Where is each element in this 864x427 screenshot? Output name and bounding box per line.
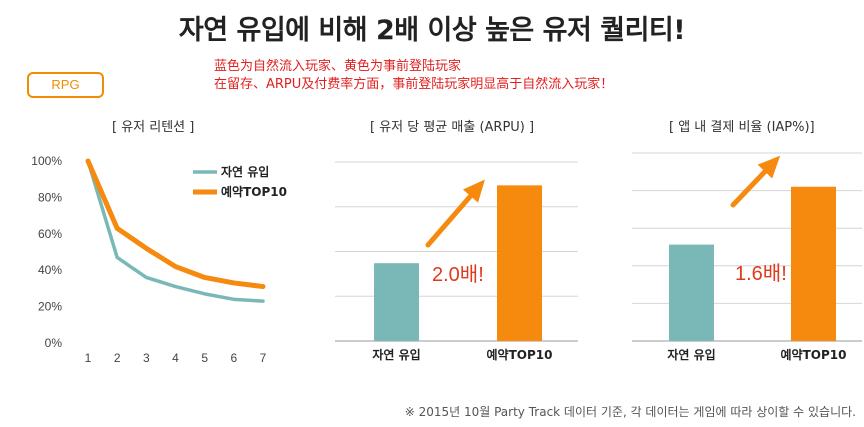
y-tick-label: 40%: [38, 263, 62, 277]
note-line-2: 在留存、ARPU及付费率方面，事前登陆玩家明显高于自然流入玩家！: [214, 77, 614, 92]
x-tick-label: 7: [260, 351, 267, 365]
footnote: ※ 2015년 10월 Party Track 데이터 기준, 각 데이터는 게…: [404, 405, 856, 419]
genre-badge: RPG: [27, 72, 104, 98]
y-tick-label: 60%: [38, 227, 62, 241]
y-tick-label: 0%: [45, 336, 63, 350]
y-tick-label: 80%: [38, 190, 62, 204]
category-label: 자연 유입: [667, 347, 715, 362]
iap-chart-title: [ 앱 내 결제 비율 (IAP%)]: [669, 120, 815, 135]
x-tick-label: 3: [143, 351, 150, 365]
growth-arrow-head: [462, 179, 485, 203]
legend-label: 자연 유입: [221, 164, 269, 179]
ratio-annotation: 2.0배!: [432, 263, 484, 286]
legend-label: 예약TOP10: [221, 184, 287, 199]
y-tick-label: 100%: [31, 154, 62, 168]
note-line-1: 蓝色为自然流入玩家、黄色为事前登陆玩家: [214, 59, 462, 74]
x-tick-label: 1: [85, 351, 92, 365]
bar-iap-organic: [669, 244, 714, 341]
category-label: 예약TOP10: [487, 347, 553, 362]
category-label: 예약TOP10: [781, 347, 847, 362]
retention-chart-title: [ 유저 리텐션 ]: [112, 120, 195, 135]
x-tick-label: 6: [230, 351, 237, 365]
arpu-chart-title: [ 유저 당 평균 매출 (ARPU) ]: [370, 120, 535, 135]
category-label: 자연 유입: [372, 347, 420, 362]
page-title: 자연 유입에 비해 2배 이상 높은 유저 퀄리티!: [178, 15, 686, 46]
retention-line-organic: [86, 159, 265, 303]
ratio-annotation: 1.6배!: [735, 262, 787, 285]
x-tick-label: 5: [201, 351, 208, 365]
growth-arrow-head: [757, 155, 781, 179]
x-tick-label: 2: [114, 351, 121, 365]
bar-iap-prereg: [791, 186, 836, 341]
y-tick-label: 20%: [38, 300, 62, 314]
retention-line-prereg: [85, 158, 266, 290]
bar-arpu-prereg: [497, 185, 542, 341]
x-tick-label: 4: [172, 351, 179, 365]
bar-arpu-organic: [374, 263, 419, 341]
